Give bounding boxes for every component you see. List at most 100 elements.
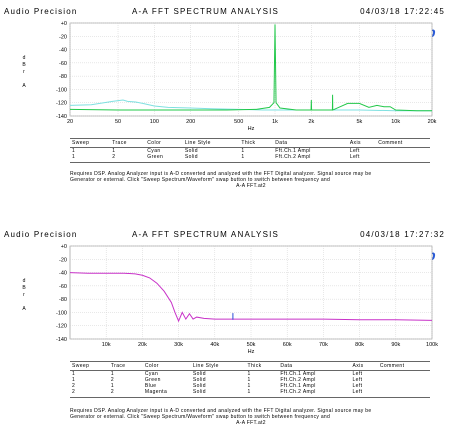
x-tick-label: 100k — [426, 342, 438, 348]
y-axis-label-char: r — [23, 69, 25, 75]
legend-row: 1 1 Cyan Solid 1 Fft.Ch.1 Ampl Left — [70, 148, 430, 155]
chart-panel-2: Audio Precision A-A FFT SPECTRUM ANALYSI… — [0, 223, 453, 446]
note-text: Requires DSP. Analog Analyzer input is A… — [70, 408, 432, 426]
cell-thick: 1 — [239, 154, 274, 163]
x-tick-label: 100 — [150, 119, 159, 125]
chart-title: A-A FFT SPECTRUM ANALYSIS — [132, 7, 280, 16]
cell-thick: 1 — [245, 389, 279, 398]
plot-frame — [69, 22, 433, 117]
note-line-1: Requires DSP. Analog Analyzer input is A… — [70, 171, 372, 177]
cell-line-style: Solid — [192, 377, 206, 383]
col-line-style: Line Style — [190, 361, 246, 371]
brand-label: Audio Precision — [4, 230, 78, 239]
file-name: A-A FFT.at2 — [236, 183, 266, 189]
cell-line-style: Solid — [192, 371, 206, 377]
cell-color: Green — [145, 154, 183, 163]
y-axis-label-char: A — [22, 83, 26, 89]
col-sweep: Sweep — [70, 138, 111, 148]
cell-data: Fft.Ch.1 Ampl — [280, 383, 316, 389]
col-axis: Axis — [350, 361, 378, 371]
cell-axis: Left — [347, 154, 377, 163]
cell-trace: 2 — [108, 389, 143, 398]
cell-axis: Left — [352, 371, 363, 377]
y-axis-label-char: r — [23, 292, 25, 298]
cell-thick: 1 — [247, 383, 251, 389]
y-axis-label-char: B — [22, 62, 26, 68]
x-tick-label: 10k — [102, 342, 111, 348]
y-tick-label: +0 — [61, 244, 67, 250]
cell-data: Fft.Ch.2 Ampl — [280, 377, 316, 383]
cell-data: Fft.Ch.1 Ampl — [280, 371, 316, 377]
col-axis: Axis — [347, 138, 377, 148]
cell-thick: 1 — [241, 148, 245, 154]
legend-row: 1 2 Green Solid 1 Fft.Ch.2 Ampl Left — [70, 377, 430, 383]
x-axis-label: Hz — [248, 349, 255, 355]
chart-title: A-A FFT SPECTRUM ANALYSIS — [132, 230, 280, 239]
cell-trace: 1 — [112, 148, 116, 154]
note-line-2: Generator or external. Click "Sweep Spec… — [70, 177, 331, 183]
cell-trace: 1 — [110, 371, 115, 377]
cell-sweep: 1 — [70, 154, 111, 163]
cell-axis: Left — [352, 383, 363, 389]
x-tick-label: 40k — [210, 342, 219, 348]
cell-line-style: Solid — [182, 154, 240, 163]
x-tick-label: 50k — [247, 342, 256, 348]
x-tick-label: 20k — [428, 119, 437, 125]
y-tick-label: -60 — [59, 284, 67, 290]
cell-sweep: 2 — [72, 383, 76, 389]
y-tick-label: -40 — [59, 271, 67, 277]
cell-color: Blue — [144, 383, 157, 389]
y-axis-label-char: B — [22, 285, 26, 291]
cell-axis: Left — [349, 148, 360, 154]
y-tick-label: -20 — [59, 257, 67, 263]
timestamp: 04/03/18 17:27:32 — [360, 230, 445, 239]
y-axis-label-char: A — [22, 306, 26, 312]
chart-panel-1: Audio Precision A-A FFT SPECTRUM ANALYSI… — [4, 7, 445, 189]
col-comment: Comment — [376, 138, 430, 148]
note-text: Requires DSP. Analog Analyzer input is A… — [70, 171, 432, 189]
cell-line-style: Solid — [184, 148, 198, 154]
file-name: A-A FFT.at2 — [236, 420, 266, 426]
x-tick-label: 50 — [115, 119, 121, 125]
brand-label: Audio Precision — [4, 7, 78, 16]
cell-comment — [376, 154, 430, 163]
cell-data: Fft.Ch.2 Ampl — [278, 389, 351, 398]
cell-sweep: 2 — [70, 389, 109, 398]
y-tick-label: -140 — [56, 337, 67, 343]
x-tick-label: 20 — [67, 119, 73, 125]
cell-line-style: Solid — [190, 389, 246, 398]
y-tick-label: -20 — [59, 34, 67, 40]
legend-row: 2 1 Blue Solid 1 Fft.Ch.1 Ampl Left — [70, 383, 430, 389]
spectrum-plot-2: +0 -20 -40 -60 -80 -100 -120 -140 10k 20k 30k 40k 50… — [22, 244, 438, 355]
x-tick-label: 500 — [234, 119, 243, 125]
x-tick-label: 80k — [355, 342, 364, 348]
cell-data: Fft.Ch.1 Ampl — [275, 148, 311, 154]
cell-axis: Left — [352, 377, 363, 383]
x-axis-label: Hz — [248, 126, 255, 132]
cell-data: Fft.Ch.2 Ampl — [273, 154, 348, 163]
y-tick-label: -80 — [59, 74, 67, 80]
chart-header: Audio Precision A-A FFT SPECTRUM ANALYSI… — [4, 230, 445, 242]
y-tick-label: -120 — [56, 101, 67, 107]
col-color: Color — [145, 138, 183, 148]
cell-line-style: Solid — [192, 383, 206, 389]
legend-row: 1 1 Cyan Solid 1 Fft.Ch.1 Ampl Left — [70, 371, 430, 378]
x-tick-label: 70k — [319, 342, 328, 348]
col-data: Data — [273, 138, 348, 148]
col-thick: Thick — [245, 361, 279, 371]
cell-thick: 1 — [247, 377, 251, 383]
col-trace: Trace — [110, 138, 146, 148]
cell-color: Green — [144, 377, 161, 383]
series-line-magenta — [69, 272, 433, 323]
y-tick-label: -100 — [56, 310, 67, 316]
cell-thick: 1 — [247, 371, 251, 377]
timestamp: 04/03/18 17:22:45 — [360, 7, 445, 16]
cell-axis: Left — [350, 389, 378, 398]
y-tick-label: -40 — [59, 48, 67, 54]
x-tick-label: 2k — [308, 119, 314, 125]
y-axis-label-char: d — [23, 278, 26, 284]
cell-sweep: 1 — [72, 371, 76, 377]
legend-table-2: Sweep Trace Color Line Style Thick Data … — [70, 361, 430, 398]
x-tick-label: 30k — [174, 342, 183, 348]
